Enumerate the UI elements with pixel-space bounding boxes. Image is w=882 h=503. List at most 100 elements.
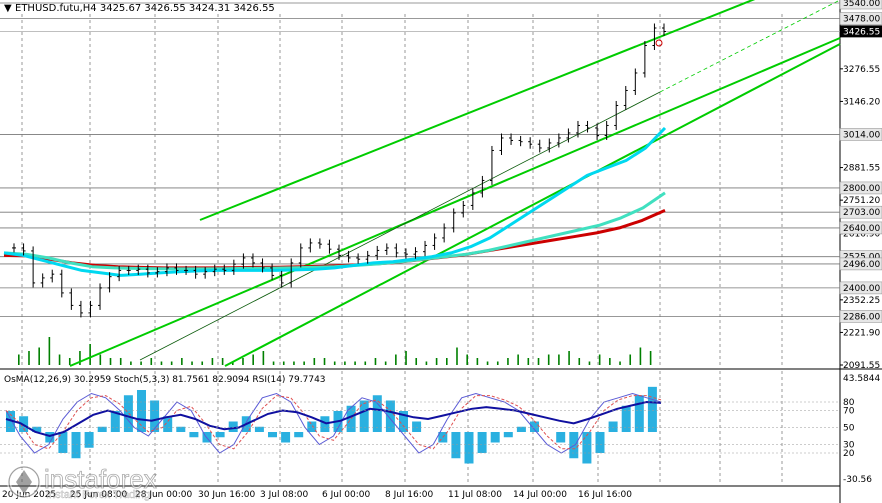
osma-bar <box>359 400 369 432</box>
volume-bar <box>211 358 214 365</box>
volume-bar <box>629 354 632 365</box>
level-label: 2286.00 <box>843 312 880 322</box>
oscillator-tick-label: 43.5844 <box>843 374 880 384</box>
volume-bar <box>191 361 193 365</box>
volume-bar <box>384 361 387 365</box>
osma-bar <box>176 426 186 432</box>
osma-bar <box>71 432 81 459</box>
osma-bar <box>503 432 513 438</box>
osma-bar <box>307 421 317 432</box>
volume-bar <box>507 358 509 365</box>
osma-bar <box>634 395 644 432</box>
volume-bar <box>374 358 377 365</box>
osma-bar <box>268 432 277 438</box>
volume-bar <box>395 354 397 365</box>
osma-bar <box>254 426 264 432</box>
channel-midline <box>139 91 661 361</box>
trend-channel <box>69 0 841 367</box>
symbol-header: ETHUSD.futu,H4 3425.67 3426.55 3424.31 3… <box>15 3 275 14</box>
oscillator-tick-label: 30 <box>843 441 855 451</box>
price-tick-label: 2352.25 <box>843 296 880 306</box>
volume-bar <box>262 351 265 365</box>
level-tag <box>839 310 882 323</box>
osma-bar <box>595 432 605 453</box>
stoch-signal-line <box>5 395 662 450</box>
level-tag <box>839 257 882 271</box>
time-grid <box>21 14 783 485</box>
osma-bar <box>137 390 146 432</box>
volume-bar <box>221 358 224 365</box>
price-axis-labels: 3540.00 3478.00 3426.55 3276.55 3146.20 3014.… <box>839 0 882 485</box>
volume-bar <box>323 358 326 365</box>
price-tick-label: 2221.90 <box>843 328 880 338</box>
osma-bar <box>45 432 55 443</box>
osma-bar <box>294 432 304 438</box>
volume-bar <box>99 354 102 365</box>
osma-bar <box>464 432 474 464</box>
volume-bar <box>150 358 153 365</box>
oscillator-tick-label: -30.56 <box>843 475 872 485</box>
osma-bar <box>477 432 487 453</box>
oscillator-panel <box>0 386 840 464</box>
volume-bar <box>619 361 621 365</box>
volume-bar <box>48 337 51 365</box>
volume-bar <box>242 358 244 365</box>
volume-bar <box>272 361 275 365</box>
price-tick-label: 2881.55 <box>843 164 880 174</box>
oscillator-tick-label: 20 <box>843 449 855 459</box>
volume-bar <box>333 361 336 365</box>
volume-bar <box>415 358 418 365</box>
volume-bar <box>364 361 367 365</box>
price-tick-label: 2751.20 <box>843 196 880 206</box>
volume-bar <box>639 347 642 365</box>
price-tick-label: 3276.55 <box>843 65 880 75</box>
volume-bar <box>558 354 560 365</box>
volume-bars <box>18 337 652 365</box>
level-label: 2703.00 <box>843 208 880 218</box>
volume-bar <box>303 361 305 365</box>
osma-bar <box>189 432 199 438</box>
oscillator-tick-label: 70 <box>843 407 855 417</box>
volume-bar <box>282 361 285 365</box>
volume-bar <box>232 361 234 365</box>
volume-bar <box>181 358 183 365</box>
volume-bar <box>649 351 652 365</box>
volume-bar <box>170 361 173 365</box>
volume-bar <box>578 358 581 365</box>
volume-bar <box>609 358 611 365</box>
volume-bar <box>537 358 540 365</box>
osma-bar <box>516 426 526 432</box>
osma-bar <box>163 416 173 432</box>
volume-bar <box>456 347 458 365</box>
ema-fast-line <box>3 126 667 277</box>
watermark-tagline: Instant Forex Trading <box>46 489 150 501</box>
volume-bar <box>527 358 530 365</box>
volume-bar <box>435 358 438 365</box>
osma-bar <box>621 405 631 432</box>
osma-bar <box>6 411 15 432</box>
volume-bar <box>79 351 81 365</box>
level-tag <box>839 221 882 235</box>
time-tick-label: 30 Jun 16:00 <box>198 490 255 500</box>
time-tick-label: 25 Jun 08:00 <box>70 490 127 500</box>
level-label: 2496.00 <box>843 260 880 270</box>
osma-bar <box>215 432 225 438</box>
volume-bar <box>68 358 71 365</box>
moving-averages <box>3 126 667 277</box>
volume-bar <box>354 361 356 365</box>
osma-bar <box>399 411 408 432</box>
osma-bar <box>608 421 618 432</box>
osma-bar <box>84 432 94 448</box>
level-tag <box>839 128 882 141</box>
osma-bar <box>385 400 395 432</box>
level-label: 2640.00 <box>843 224 880 234</box>
level-tag <box>839 12 882 25</box>
oscillator-tick-label: 80 <box>843 398 855 408</box>
level-tag <box>839 281 882 295</box>
channel-top-line <box>69 37 841 367</box>
channel-lower-line <box>224 43 841 367</box>
osma-bar <box>647 386 657 432</box>
time-tick-label: 3 Jul 08:00 <box>260 490 309 500</box>
volume-bar <box>201 361 204 365</box>
